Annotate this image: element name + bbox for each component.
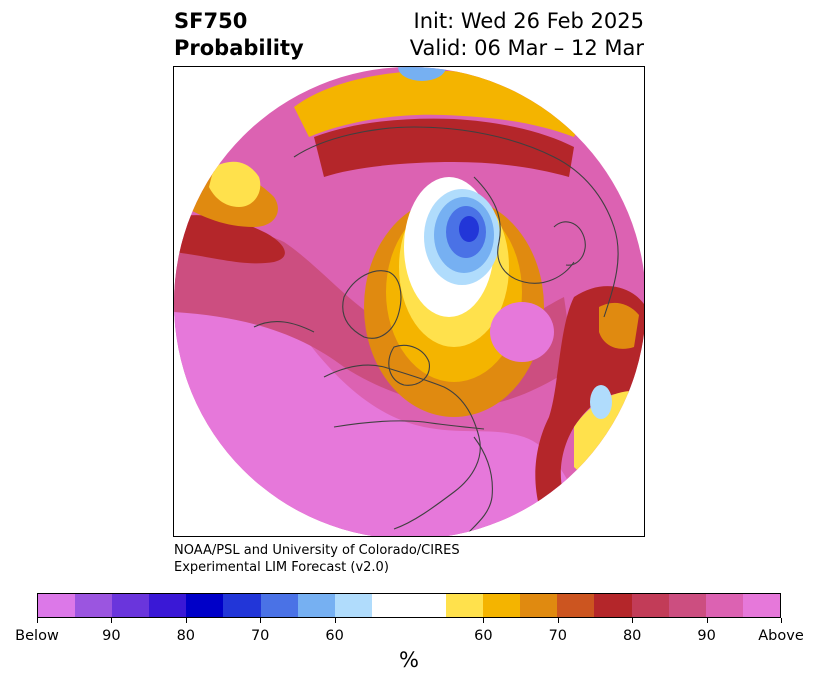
credit-line-1: NOAA/PSL and University of Colorado/CIRE… [174,543,460,558]
colorbar-swatch [223,594,261,617]
contour-above-max-south [174,293,594,536]
forecast-dates: Init: Wed 26 Feb 2025 Valid: 06 Mar – 12… [410,8,644,62]
colorbar-swatch [112,594,150,617]
credit-line-2: Experimental LIM Forecast (v2.0) [174,560,389,575]
contour-above-max-east [490,302,554,362]
colorbar-tick-label: Below [15,628,59,644]
colorbar-tick-mark [185,618,187,623]
colorbar-swatch [520,594,558,617]
colorbar-tick-mark [37,618,38,623]
colorbar-swatch [186,594,224,617]
colorbar-tick-label: 70 [548,628,568,644]
coastline-eastern-seaboard [468,436,493,533]
colorbar-tick-label: Above [758,628,804,644]
colorbar-swatch [334,594,372,617]
coastline-eurasia [293,126,619,318]
contour-below-60-east [590,385,612,419]
colorbar-tick-mark [781,618,782,623]
colorbar [37,593,781,618]
colorbar-swatch [557,594,595,617]
colorbar-tick-mark [483,618,485,623]
colorbar-swatch [371,594,447,617]
coastline-alaska [253,321,315,333]
colorbar-swatch [631,594,669,617]
colorbar-tick-label: 70 [250,628,270,644]
forecast-map [173,66,645,537]
colorbar-tick-label: 80 [622,628,642,644]
contour-below-90 [459,216,479,242]
colorbar-tick-label: 90 [697,628,716,644]
colorbar-swatch [75,594,113,617]
colorbar-tick-label: 90 [102,628,121,644]
map-svg [174,67,644,536]
colorbar-swatch [260,594,298,617]
contour-below-70-north [398,67,446,81]
colorbar-swatch [149,594,187,617]
colorbar-unit: % [399,648,419,672]
colorbar-swatch [594,594,632,617]
colorbar-tick-mark [260,618,262,623]
coastline-north-america [323,364,481,530]
coastlines [253,126,619,533]
colorbar-swatch [38,594,76,617]
init-date: Init: Wed 26 Feb 2025 [413,9,644,33]
contour-above-80-north [314,118,574,177]
coastline-arctic-islands [388,344,430,386]
coastline-siberia [473,176,575,284]
colorbar-tick-mark [632,618,634,623]
variable-name: SF750 [174,9,248,33]
contour-above-80-west [174,215,285,264]
colorbar-tick-mark [334,618,336,623]
colorbar-swatch [705,594,743,617]
colorbar-swatch [297,594,335,617]
colorbar-swatch [668,594,706,617]
colorbar-tick-label: 60 [325,628,344,644]
contour-above-low-west [209,161,261,207]
credits: NOAA/PSL and University of Colorado/CIRE… [174,542,460,576]
coastline-scandinavia [553,221,586,266]
chart-title: SF750 Probability [174,8,304,62]
colorbar-tick-label: 80 [176,628,196,644]
colorbar-tick-mark [111,618,113,623]
colorbar-swatch [742,594,780,617]
colorbar-swatch [483,594,521,617]
colorbar-tick-label: 60 [474,628,493,644]
colorbar-tick-mark [557,618,559,623]
colorbar-swatch [446,594,484,617]
coastline-us-canada-border [333,420,485,430]
variable-subtitle: Probability [174,36,304,60]
contour-above-70-east [599,302,639,349]
colorbar-tick-mark [706,618,708,623]
coastline-greenland [342,270,402,339]
valid-range: Valid: 06 Mar – 12 Mar [409,36,644,60]
